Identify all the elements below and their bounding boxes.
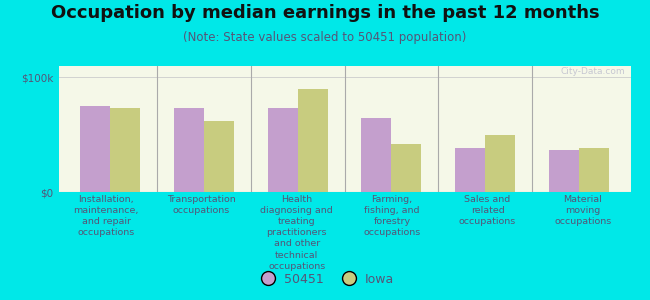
Text: Sales and
related
occupations: Sales and related occupations (459, 195, 516, 226)
Bar (455, 148, 485, 192)
Text: Health
diagnosing and
treating
practitioners
and other
technical
occupations: Health diagnosing and treating practitio… (261, 195, 333, 271)
Bar (485, 135, 515, 192)
Text: Farming,
fishing, and
forestry
occupations: Farming, fishing, and forestry occupatio… (363, 195, 421, 237)
Text: City-Data.com: City-Data.com (560, 67, 625, 76)
Bar (391, 144, 421, 192)
Text: Occupation by median earnings in the past 12 months: Occupation by median earnings in the pas… (51, 4, 599, 22)
Bar (298, 89, 328, 192)
Bar (268, 108, 298, 192)
Bar (80, 106, 110, 192)
Bar (579, 148, 609, 192)
Bar (549, 150, 579, 192)
Text: (Note: State values scaled to 50451 population): (Note: State values scaled to 50451 popu… (183, 32, 467, 44)
Text: Transportation
occupations: Transportation occupations (167, 195, 236, 215)
Text: Material
moving
occupations: Material moving occupations (554, 195, 612, 226)
Bar (361, 118, 391, 192)
Bar (204, 121, 234, 192)
Bar (110, 108, 140, 192)
Legend: 50451, Iowa: 50451, Iowa (250, 268, 400, 291)
Text: Installation,
maintenance,
and repair
occupations: Installation, maintenance, and repair oc… (73, 195, 139, 237)
Bar (174, 108, 204, 192)
